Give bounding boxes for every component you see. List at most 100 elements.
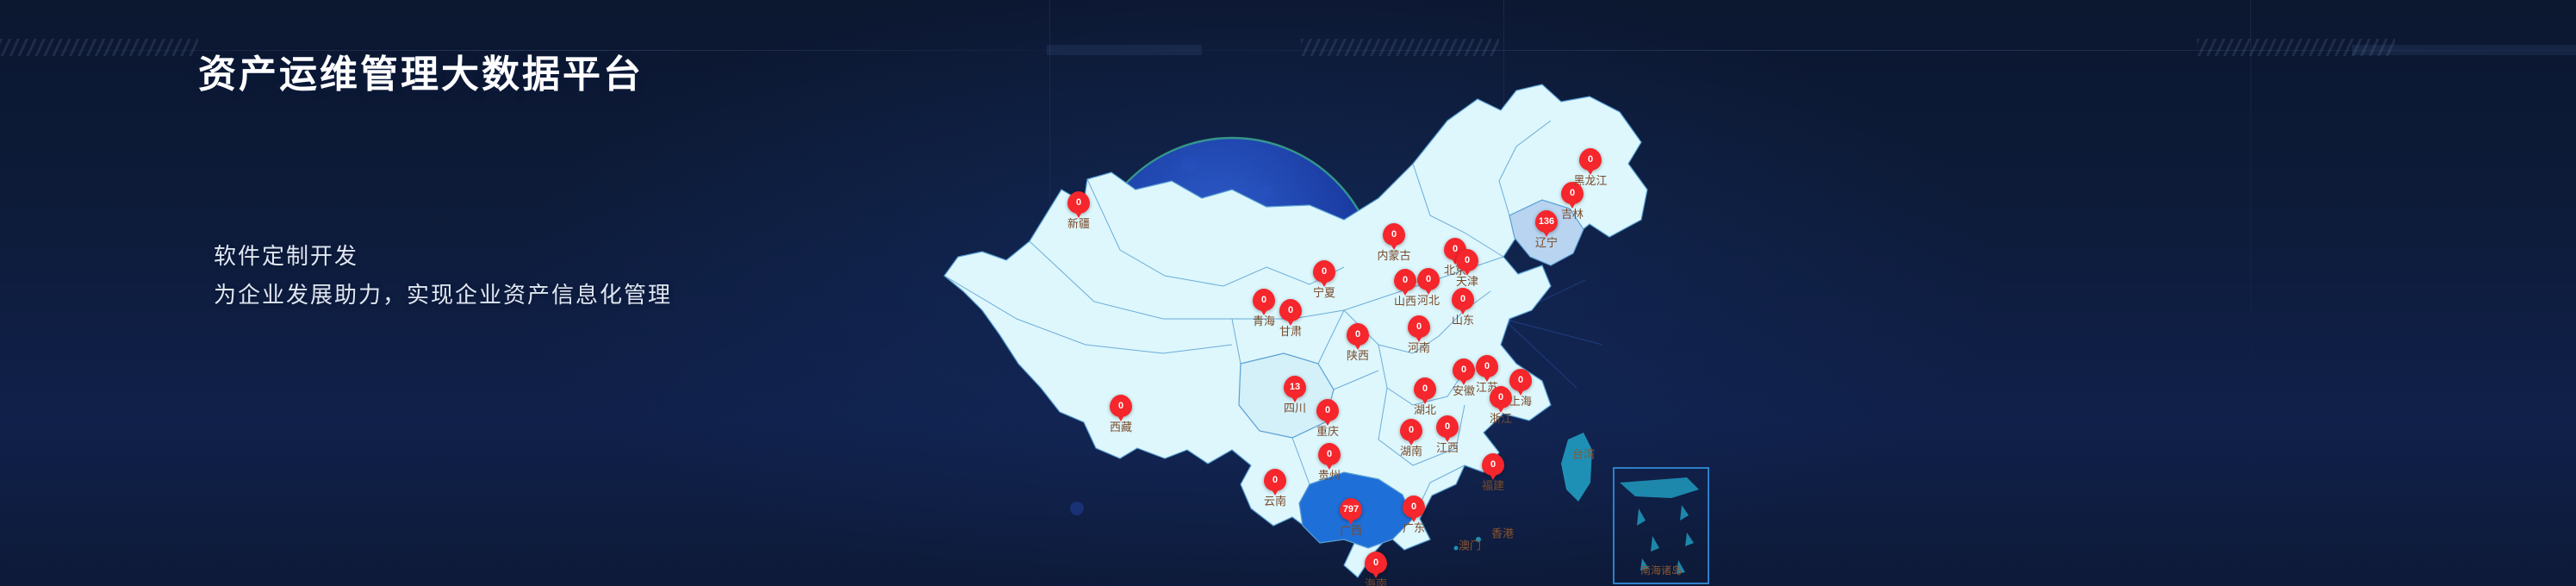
map-marker-青海[interactable]: 0 青海 [1253, 289, 1275, 327]
divider-line-right [1068, 50, 2576, 51]
map-marker-湖南[interactable]: 0 湖南 [1400, 419, 1422, 458]
marker-label: 上海 [1509, 395, 1533, 408]
vertical-seam-right [2250, 0, 2251, 586]
map-marker-辽宁[interactable]: 136 辽宁 [1535, 210, 1558, 249]
marker-label: 新疆 [1067, 217, 1091, 230]
marker-value: 0 [1321, 266, 1328, 277]
south-sea-inset-box: 南海诸岛 [1613, 467, 1709, 584]
map-marker-甘肃[interactable]: 0 甘肃 [1279, 299, 1302, 338]
map-pin-icon: 0 [1318, 443, 1341, 465]
map-marker-四川[interactable]: 13 四川 [1284, 376, 1306, 415]
map-marker-宁夏[interactable]: 0 宁夏 [1313, 260, 1335, 299]
map-pin-icon: 0 [1253, 289, 1275, 311]
marker-label: 浙江 [1489, 412, 1513, 425]
marker-label: 重庆 [1316, 425, 1340, 438]
marker-value: 0 [1452, 244, 1459, 254]
map-pin-icon: 0 [1394, 269, 1416, 291]
marker-label: 黑龙江 [1573, 174, 1608, 187]
map-marker-海南[interactable]: 0 海南 [1365, 552, 1387, 586]
map-marker-陕西[interactable]: 0 陕西 [1347, 323, 1369, 362]
marker-label: 甘肃 [1279, 325, 1303, 338]
map-pin-icon: 13 [1284, 376, 1306, 398]
map-marker-云南[interactable]: 0 云南 [1264, 469, 1286, 508]
marker-value: 136 [1538, 216, 1555, 227]
map-marker-湖北[interactable]: 0 湖北 [1414, 377, 1436, 416]
map-marker-安徽[interactable]: 0 安徽 [1453, 358, 1475, 397]
map-marker-浙江[interactable]: 0 浙江 [1490, 386, 1512, 425]
china-map[interactable]: 南海诸岛 台湾 香港 澳门 0 新疆 0 西藏 0 青海 0 甘肃 0 内蒙古 0 宁夏 0 陕西 13 四川 0 重… [862, 60, 1714, 586]
marker-label: 云南 [1263, 495, 1287, 508]
marker-value: 0 [1587, 154, 1594, 165]
map-pin-icon: 0 [1490, 386, 1512, 408]
map-pin-icon: 0 [1279, 299, 1302, 321]
map-pin-icon: 0 [1316, 399, 1339, 421]
map-pin-icon: 0 [1436, 415, 1459, 438]
south-sea-inset-shapes [1620, 477, 1699, 574]
accent-block-right [2352, 45, 2576, 55]
area-label-香港: 香港 [1490, 527, 1515, 540]
map-pin-icon: 0 [1456, 249, 1478, 271]
hatch-stripe-mid [1301, 39, 1499, 56]
marker-value: 0 [1402, 275, 1409, 285]
marker-value: 0 [1422, 383, 1428, 394]
marker-label: 青海 [1252, 315, 1276, 327]
marker-label: 湖北 [1413, 403, 1437, 416]
map-marker-内蒙古[interactable]: 0 内蒙古 [1377, 223, 1411, 262]
map-marker-贵州[interactable]: 0 贵州 [1318, 443, 1341, 482]
map-pin-icon: 0 [1561, 182, 1584, 204]
map-marker-河南[interactable]: 0 河南 [1408, 315, 1430, 354]
map-marker-新疆[interactable]: 0 新疆 [1067, 191, 1090, 230]
marker-label: 西藏 [1109, 421, 1133, 433]
map-marker-西藏[interactable]: 0 西藏 [1110, 395, 1132, 433]
area-label-澳门: 澳门 [1458, 539, 1482, 552]
marker-label: 安徽 [1452, 384, 1476, 397]
map-pin-icon: 0 [1417, 268, 1440, 290]
marker-label: 陕西 [1346, 349, 1370, 362]
map-pin-icon: 0 [1482, 453, 1504, 476]
map-marker-黑龙江[interactable]: 0 黑龙江 [1573, 148, 1608, 187]
taiwan-shape [1561, 433, 1592, 502]
map-marker-福建[interactable]: 0 福建 [1482, 453, 1504, 492]
map-marker-天津[interactable]: 0 天津 [1456, 249, 1478, 288]
map-marker-河北[interactable]: 0 河北 [1417, 268, 1440, 307]
map-pin-icon: 0 [1452, 288, 1474, 310]
page-title: 资产运维管理大数据平台 [198, 53, 644, 96]
marker-value: 0 [1075, 197, 1082, 208]
map-marker-重庆[interactable]: 0 重庆 [1316, 399, 1339, 438]
map-pin-icon: 0 [1383, 223, 1405, 246]
marker-value: 0 [1416, 321, 1422, 332]
marker-label: 吉林 [1560, 208, 1584, 221]
map-pin-icon: 0 [1365, 552, 1387, 574]
map-marker-上海[interactable]: 0 上海 [1509, 369, 1532, 408]
marker-value: 0 [1272, 475, 1279, 485]
subtitle-line-1: 软件定制开发 [214, 244, 359, 269]
marker-value: 0 [1354, 329, 1361, 340]
marker-value: 0 [1444, 421, 1451, 432]
marker-value: 0 [1117, 401, 1124, 411]
hatch-stripe-right [2197, 39, 2395, 56]
map-pin-icon: 0 [1400, 419, 1422, 441]
marker-value: 0 [1497, 392, 1504, 402]
marker-value: 0 [1260, 295, 1267, 305]
marker-label: 天津 [1455, 275, 1479, 288]
marker-label: 四川 [1283, 402, 1307, 415]
map-marker-广东[interactable]: 0 广东 [1403, 496, 1425, 534]
marker-label: 海南 [1364, 577, 1388, 586]
marker-label: 辽宁 [1534, 236, 1559, 249]
marker-label: 贵州 [1317, 469, 1341, 482]
map-marker-江西[interactable]: 0 江西 [1436, 415, 1459, 454]
marker-value: 0 [1459, 294, 1466, 304]
map-pin-icon: 0 [1509, 369, 1532, 391]
marker-value: 0 [1464, 255, 1471, 265]
subtitle-line-2: 为企业发展助力，实现企业资产信息化管理 [214, 283, 673, 308]
map-marker-江苏[interactable]: 0 江苏 [1476, 355, 1498, 394]
map-marker-山西[interactable]: 0 山西 [1394, 269, 1416, 308]
marker-value: 0 [1410, 502, 1417, 512]
area-label-台湾: 台湾 [1571, 447, 1596, 461]
map-marker-吉林[interactable]: 0 吉林 [1561, 182, 1584, 221]
marker-value: 13 [1289, 382, 1301, 392]
map-marker-山东[interactable]: 0 山东 [1452, 288, 1474, 327]
marker-label: 内蒙古 [1377, 249, 1411, 262]
map-marker-广西[interactable]: 797 广西 [1340, 498, 1362, 537]
hatch-stripe-left [0, 39, 198, 56]
